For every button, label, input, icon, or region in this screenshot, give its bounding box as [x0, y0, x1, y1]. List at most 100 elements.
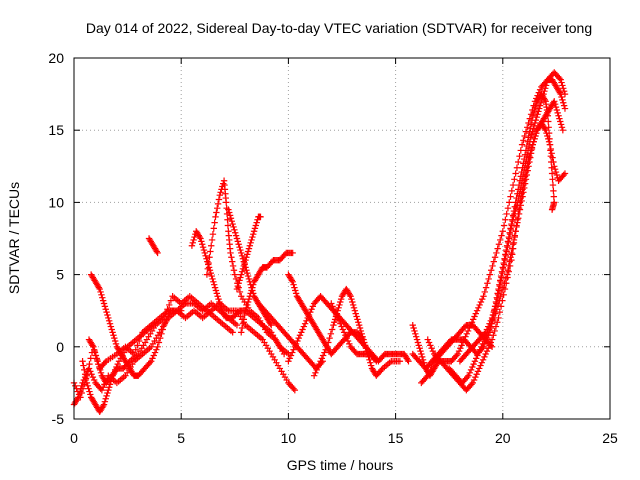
data-point: [309, 303, 317, 310]
data-point: [87, 355, 94, 362]
data-point: [528, 131, 535, 138]
data-point: [507, 254, 514, 261]
data-point: [457, 345, 464, 352]
data-point: [105, 384, 113, 391]
data-point: [96, 366, 104, 374]
data-point: [249, 284, 256, 291]
data-point: [74, 395, 81, 402]
data-point: [533, 101, 540, 108]
data-point: [530, 109, 537, 117]
data-point: [97, 369, 105, 376]
data-point: [235, 280, 242, 287]
data-point: [561, 170, 569, 177]
data-point: [510, 213, 517, 221]
data-point: [484, 280, 491, 287]
data-point: [467, 366, 475, 374]
data-point: [229, 258, 236, 265]
data-point: [542, 127, 549, 134]
data-point: [246, 242, 254, 249]
data-point: [520, 137, 527, 144]
data-point: [288, 277, 296, 284]
data-point: [359, 333, 366, 340]
data-point: [465, 372, 472, 379]
grid-layer: [74, 58, 610, 419]
data-point: [229, 329, 236, 336]
data-point: [502, 275, 510, 283]
data-point: [508, 187, 516, 195]
x-tick-label: 15: [388, 430, 404, 446]
data-point: [110, 369, 118, 376]
data-point: [506, 199, 513, 206]
data-point: [509, 181, 517, 189]
data-point: [211, 219, 218, 226]
data-point: [367, 362, 375, 369]
data-point: [114, 360, 121, 368]
data-point: [496, 282, 503, 290]
data-point: [349, 301, 357, 309]
data-point: [513, 223, 520, 231]
data-point: [471, 358, 479, 365]
data-point: [494, 245, 501, 252]
data-point: [253, 219, 260, 226]
data-point: [488, 336, 496, 343]
data-point: [150, 321, 157, 329]
data-point: [491, 254, 499, 261]
data-point: [111, 334, 118, 342]
data-point: [510, 236, 518, 244]
data-point: [241, 259, 248, 267]
data-point: [549, 176, 556, 183]
data-point: [474, 368, 482, 375]
data-point: [488, 267, 495, 274]
data-point: [404, 356, 411, 363]
data-point: [547, 145, 555, 153]
data-point: [532, 116, 540, 124]
data-point: [348, 295, 355, 303]
data-point: [429, 347, 437, 355]
data-point: [362, 345, 370, 352]
data-point: [232, 229, 239, 236]
data-point: [243, 267, 250, 274]
data-point: [289, 349, 296, 356]
data-point: [509, 241, 517, 248]
data-point: [335, 304, 342, 312]
data-point: [244, 298, 252, 306]
data-point: [227, 215, 235, 222]
data-point: [482, 284, 490, 291]
data-point: [75, 391, 83, 398]
data-point: [529, 128, 536, 135]
data-point: [453, 352, 460, 359]
data-point: [96, 363, 103, 371]
data-point: [240, 262, 248, 270]
data-point: [356, 324, 364, 332]
data-point: [211, 284, 219, 291]
data-point: [536, 86, 544, 93]
data-point: [212, 213, 219, 221]
data-point: [105, 386, 112, 394]
data-point: [84, 382, 91, 389]
data-point: [248, 236, 255, 244]
data-point: [557, 118, 564, 125]
data-point: [513, 164, 521, 171]
data-point: [507, 226, 515, 234]
data-point: [495, 241, 503, 248]
data-point: [536, 102, 544, 109]
data-point: [545, 138, 553, 145]
data-point: [514, 199, 522, 206]
data-point: [378, 366, 385, 374]
data-point: [156, 334, 164, 342]
data-point: [289, 249, 296, 257]
data-point: [482, 350, 489, 358]
data-point: [545, 118, 552, 125]
data-point: [532, 132, 539, 140]
data-point: [550, 158, 557, 166]
data-point: [410, 324, 417, 332]
data-point: [223, 199, 230, 206]
data-point: [146, 359, 154, 366]
data-point: [417, 347, 424, 355]
data-point: [238, 249, 245, 257]
series-trace-8: [203, 177, 288, 358]
data-point: [527, 134, 534, 141]
data-point: [83, 379, 91, 387]
data-point: [477, 362, 484, 369]
data-point: [528, 145, 536, 153]
